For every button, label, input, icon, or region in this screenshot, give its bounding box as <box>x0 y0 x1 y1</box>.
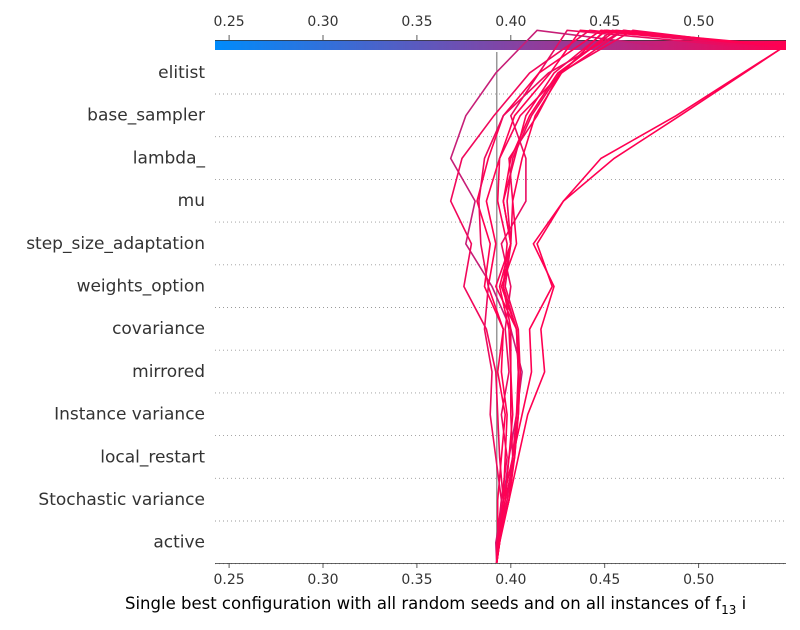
colorbar-tick-label: 0.25 <box>214 14 245 30</box>
decision-path <box>478 29 746 563</box>
x-axis-title-main: Single best configuration with all rando… <box>125 594 722 613</box>
colorbar-tick-label: 0.30 <box>307 14 338 30</box>
x-tick-label: 0.35 <box>401 572 432 588</box>
decision-path <box>449 29 756 564</box>
colorbar-tick-label: 0.40 <box>495 14 526 30</box>
feature-label: mu <box>178 191 205 211</box>
feature-label: active <box>153 533 205 553</box>
decision-path <box>476 29 786 564</box>
x-tick-label: 0.25 <box>214 572 245 588</box>
decision-path <box>495 45 786 564</box>
feature-label: Instance variance <box>54 405 205 425</box>
x-axis-title: Single best configuration with all rando… <box>125 594 746 617</box>
feature-label: weights_option <box>77 277 205 297</box>
x-tick-label: 0.45 <box>589 572 620 588</box>
decision-path <box>485 29 786 564</box>
x-axis-title-subscript: 13 <box>721 603 736 617</box>
decision-paths <box>449 29 786 564</box>
decision-path <box>449 29 662 564</box>
colorbar <box>215 40 786 50</box>
x-tick-label: 0.30 <box>307 572 338 588</box>
decision-path <box>495 29 765 564</box>
colorbar-tick-label: 0.35 <box>401 14 432 30</box>
decision-path <box>495 29 786 564</box>
x-axis-title-suffix: i <box>736 594 746 613</box>
colorbar-ticks: 0.25 0.30 0.35 0.40 0.45 0.50 <box>214 14 714 40</box>
feature-label: mirrored <box>132 362 205 382</box>
feature-label: base_sampler <box>87 106 205 126</box>
decision-path <box>494 29 774 564</box>
colorbar-tick-label: 0.45 <box>589 14 620 30</box>
decision-path <box>495 45 786 564</box>
feature-label: covariance <box>112 319 205 339</box>
feature-label: Stochastic variance <box>38 490 205 510</box>
feature-label: step_size_adaptation <box>26 234 205 254</box>
feature-label: elitist <box>158 63 205 83</box>
colorbar-tick-label: 0.50 <box>683 14 714 30</box>
x-axis-ticks: 0.25 0.30 0.35 0.40 0.45 0.50 <box>214 563 714 588</box>
feature-label: local_restart <box>100 447 205 467</box>
feature-label: lambda_ <box>133 148 206 168</box>
decision-path <box>495 29 756 564</box>
x-tick-label: 0.50 <box>683 572 714 588</box>
x-tick-label: 0.40 <box>495 572 526 588</box>
feature-labels: elitist base_sampler lambda_mu step_size_ad… <box>26 63 205 553</box>
decision-path <box>495 29 786 564</box>
